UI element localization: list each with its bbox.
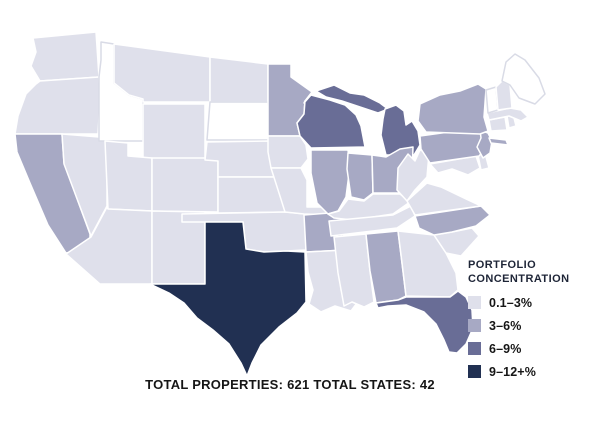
legend-swatch-band3-icon <box>468 342 481 356</box>
legend-item: 9–12+% <box>468 365 608 379</box>
legend: PORTFOLIO CONCENTRATION 0.1–3% 3–6% 6–9%… <box>468 258 608 379</box>
legend-item: 0.1–3% <box>468 296 608 310</box>
states-group <box>14 31 546 377</box>
totals-caption: TOTAL PROPERTIES: 621 TOTAL STATES: 42 <box>145 377 435 392</box>
state-SD <box>206 101 271 141</box>
state-NC <box>414 205 491 236</box>
legend-label: 0.1–3% <box>489 295 533 310</box>
state-TX <box>149 221 307 377</box>
state-MI <box>380 104 421 156</box>
legend-title: PORTFOLIO CONCENTRATION <box>468 259 570 286</box>
state-FL <box>375 290 474 354</box>
legend-label: 9–12+% <box>489 364 536 379</box>
legend-label: 3–6% <box>489 318 522 333</box>
state-NY-long-island <box>488 137 509 146</box>
legend-swatch-band4-icon <box>468 365 481 379</box>
state-ND <box>209 56 269 103</box>
state-MT <box>113 43 211 103</box>
legend-item: 6–9% <box>468 342 608 356</box>
state-IN <box>346 152 374 201</box>
state-NY <box>417 83 489 135</box>
state-CO <box>151 157 219 213</box>
state-VA <box>406 182 482 216</box>
state-WA <box>30 31 100 82</box>
legend-item: 3–6% <box>468 319 608 333</box>
legend-swatch-band2-icon <box>468 319 481 333</box>
legend-label: 6–9% <box>489 341 522 356</box>
state-OR <box>14 76 101 135</box>
state-IA <box>267 135 309 169</box>
state-WY <box>142 103 206 161</box>
state-ME <box>501 53 546 105</box>
state-NH <box>495 80 513 111</box>
state-WV <box>396 149 430 202</box>
legend-swatch-band1-icon <box>468 296 481 310</box>
state-NJ <box>476 129 493 159</box>
state-WI <box>296 94 366 149</box>
